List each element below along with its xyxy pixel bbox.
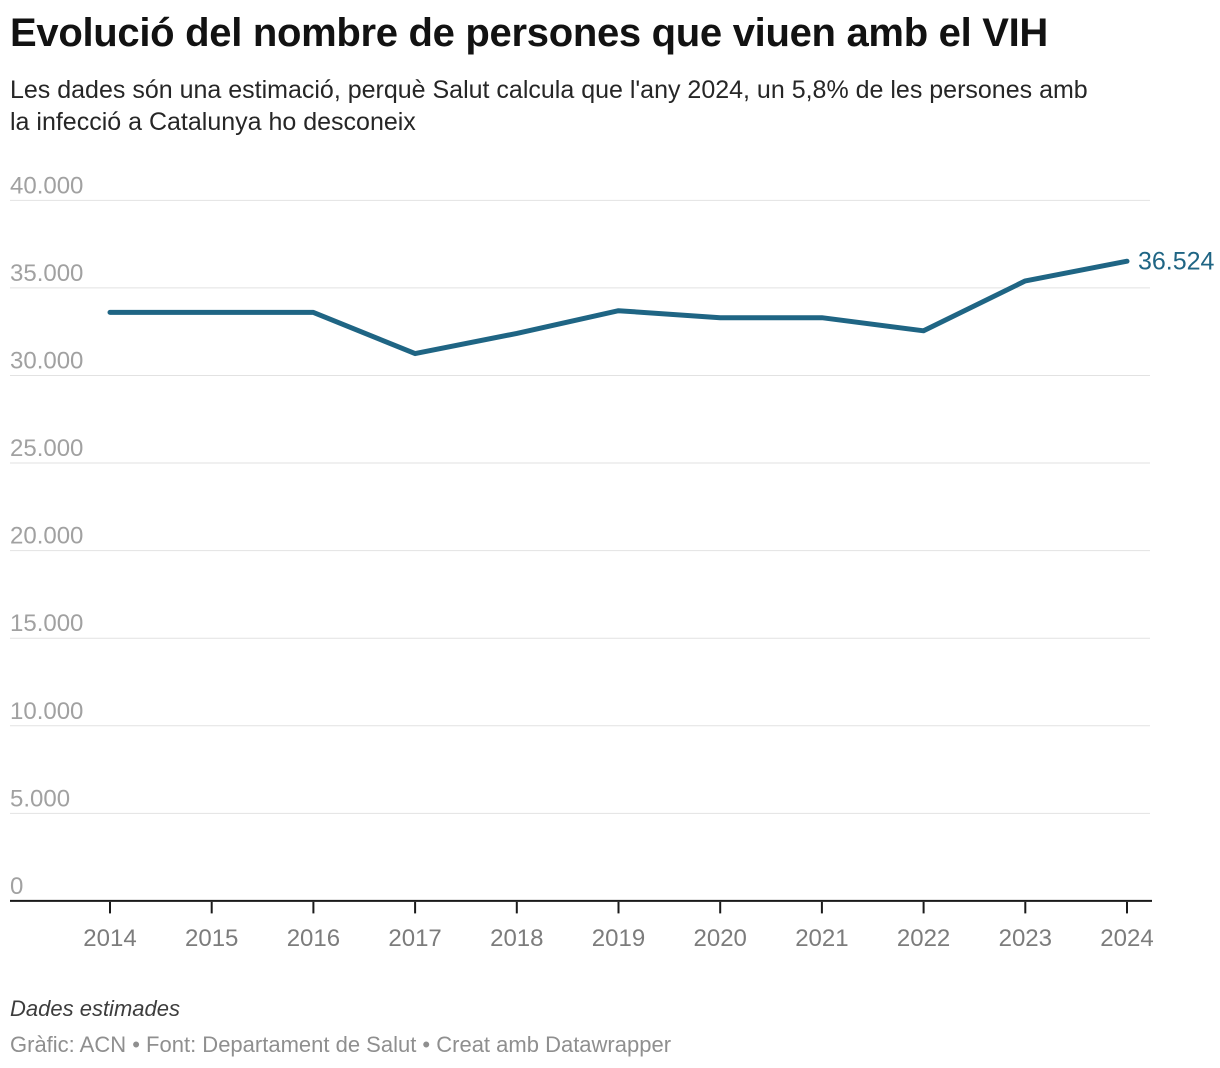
y-axis-label: 5.000 [10,785,70,812]
x-axis-label: 2023 [999,925,1052,952]
y-axis-label: 20.000 [10,523,83,550]
y-axis-label: 35.000 [10,260,83,287]
x-axis-label: 2018 [490,925,543,952]
x-axis-label: 2014 [83,925,136,952]
y-axis-label: 40.000 [10,172,83,199]
x-axis-label: 2021 [795,925,848,952]
x-axis-label: 2020 [694,925,747,952]
y-axis-label: 25.000 [10,435,83,462]
y-axis-label: 15.000 [10,610,83,637]
x-axis-label: 2016 [287,925,340,952]
x-axis-label: 2024 [1100,925,1153,952]
footer-note: Dades estimades [10,996,180,1021]
end-value-label: 36.524 [1138,248,1215,276]
x-axis-label: 2022 [897,925,950,952]
y-axis-label: 30.000 [10,347,83,374]
data-line-series [107,258,1130,357]
x-axis-label: 2019 [592,925,645,952]
chart-title: Evolució del nombre de persones que viue… [10,11,1048,55]
chart-subtitle: Les dades són una estimació, perquè Salu… [10,76,1088,136]
x-axis-label: 2017 [388,925,441,952]
y-axis-label: 10.000 [10,698,83,725]
x-axis-label: 2015 [185,925,238,952]
line-chart-plot-area: 40.000 35.000 30.000 25.000 20.000 15.000 10.0… [10,172,1215,952]
footer-credits: Gràfic: ACN • Font: Departament de Salut… [10,1032,672,1057]
y-axis-label: 0 [10,873,23,900]
